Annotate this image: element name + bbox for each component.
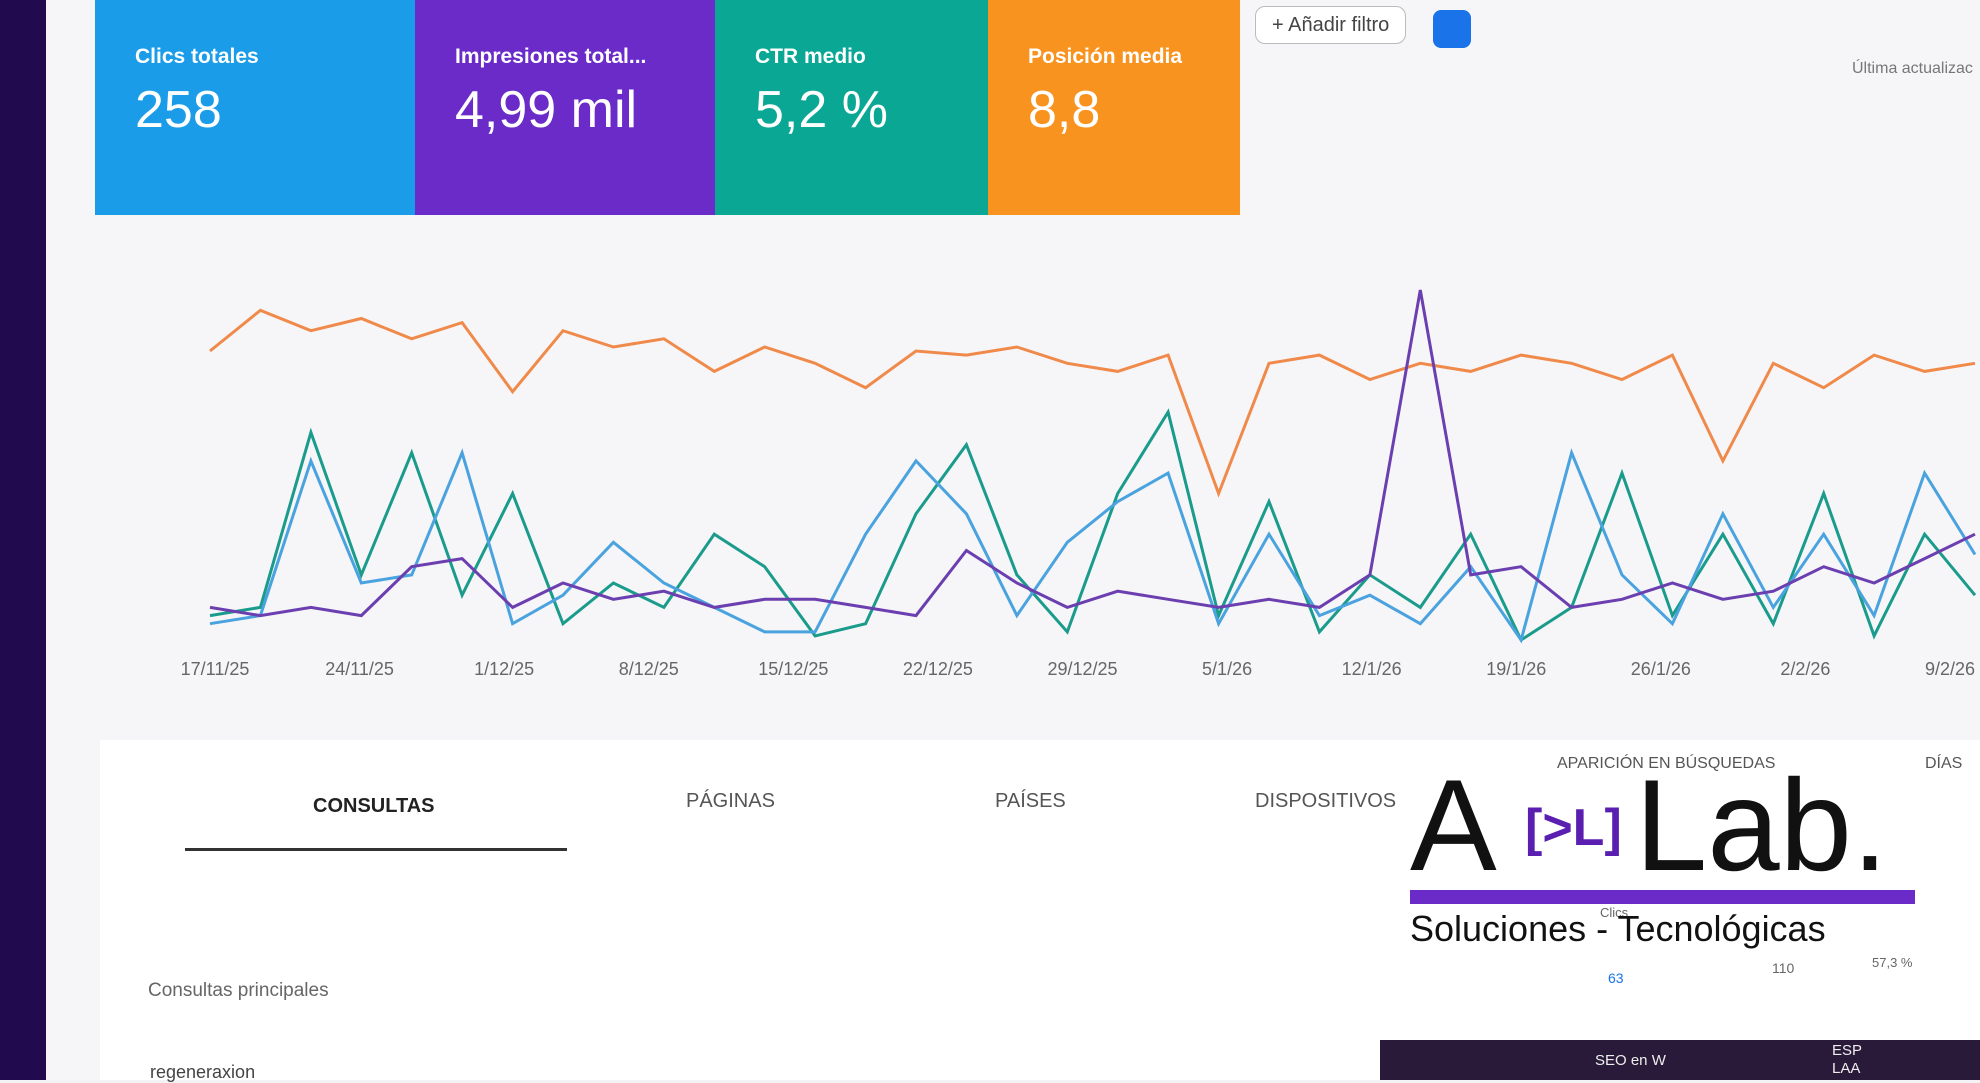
metric-value: 5,2 % [755,81,888,139]
x-tick-label: 22/12/25 [903,659,973,679]
metric-label: Impresiones total... [455,45,647,68]
metric-card[interactable]: Posición media 8,8 [988,0,1240,215]
last-update: Última actualizac [1852,60,1973,77]
x-tick-label: 5/1/26 [1202,659,1252,679]
x-tick-label: 1/12/25 [474,659,534,679]
metric-card[interactable]: Clics totales 258 [95,0,415,215]
logo-bracket: [>L] [1525,799,1622,857]
tab[interactable]: APARICIÓN EN BÚSQUEDAS [1557,755,1776,772]
x-tick-label: 24/11/25 [325,659,394,679]
x-tick-label: 15/12/25 [758,659,828,679]
ctr-value: 57,3 % [1872,955,1913,970]
x-tick-label: 26/1/26 [1631,659,1691,679]
metric-value: 258 [135,81,222,139]
series-line [209,448,1977,644]
logo-letter: A [1410,752,1497,898]
clicks-value: 63 [1608,970,1624,986]
tab[interactable]: PÁGINAS [686,790,775,812]
clicks-header: Clics [1600,905,1629,920]
x-tick-label: 12/1/26 [1342,659,1402,679]
side-band [0,0,46,1080]
series-line [209,308,1976,498]
x-tick-label: 19/1/26 [1486,659,1546,679]
table-panel [100,740,1980,1080]
impressions-value: 110 [1772,960,1795,976]
metric-card[interactable]: Impresiones total... 4,99 mil [415,0,715,215]
taskbar-region: LAA [1832,1060,1861,1077]
filter-icon[interactable] [1433,10,1471,48]
series-line [209,289,1976,618]
taskbar-tab[interactable]: SEO en W [1595,1052,1666,1069]
logo: A [>L] Lab. Soluciones - Tecnológicas [1410,760,1920,960]
x-tick-label: 29/12/25 [1047,659,1117,679]
first-query: regeneraxion [150,1062,256,1082]
performance-chart: 17/11/25 24/11/25 1/12/25 8/12/25 15/12/25 22… [181,289,1977,679]
logo-tagline: Soluciones - Tecnológicas [1410,908,1826,949]
x-tick-label: 9/2/26 [1925,659,1975,679]
taskbar-lang: ESP [1832,1042,1863,1059]
tab-underline [185,848,567,851]
tab[interactable]: DÍAS [1925,755,1963,772]
metric-value: 8,8 [1028,81,1101,139]
logo-name: Lab. [1635,752,1889,898]
series-line [209,408,1977,643]
tab[interactable]: CONSULTAS [313,795,435,817]
add-filter-button[interactable]: + Añadir filtro [1255,6,1407,44]
metric-label: Posición media [1028,45,1183,68]
metric-label: CTR medio [755,45,866,68]
tab[interactable]: PAÍSES [995,790,1066,812]
table-heading: Consultas principales [148,980,329,1001]
add-filter-label: Añadir filtro [1288,14,1390,36]
taskbar: SEO en W ESP LAA [1380,1040,1980,1080]
x-tick-label: 2/2/26 [1780,659,1830,679]
metric-card[interactable]: CTR medio 5,2 % [715,0,988,215]
x-tick-label: 8/12/25 [619,659,679,679]
tab[interactable]: DISPOSITIVOS [1255,790,1397,812]
logo-bar [1410,890,1915,904]
metric-label: Clics totales [135,45,259,68]
x-tick-label: 17/11/25 [181,659,250,679]
metric-value: 4,99 mil [455,81,638,139]
